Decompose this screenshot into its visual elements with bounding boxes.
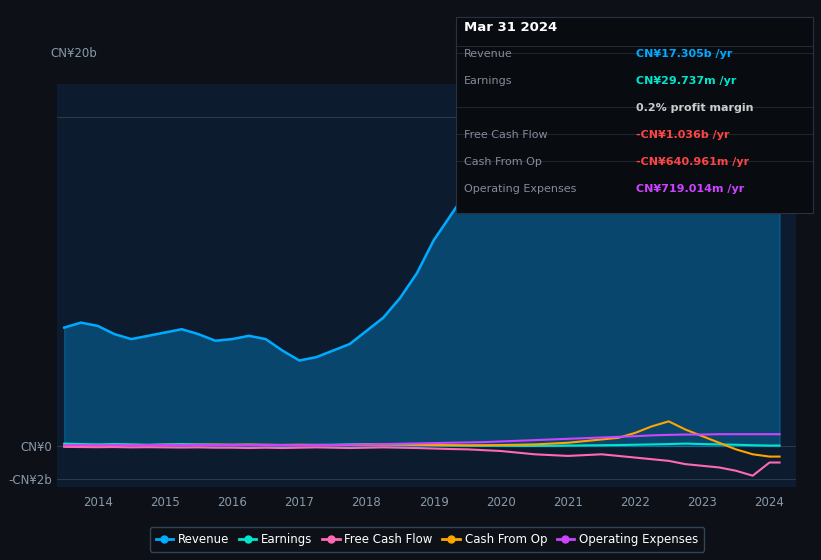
Text: -CN¥640.961m /yr: -CN¥640.961m /yr bbox=[636, 157, 750, 167]
Text: CN¥17.305b /yr: CN¥17.305b /yr bbox=[636, 49, 732, 59]
Text: CN¥29.737m /yr: CN¥29.737m /yr bbox=[636, 76, 736, 86]
Text: 0.2% profit margin: 0.2% profit margin bbox=[636, 103, 754, 113]
Text: Earnings: Earnings bbox=[464, 76, 512, 86]
Text: -CN¥1.036b /yr: -CN¥1.036b /yr bbox=[636, 130, 730, 140]
Text: Revenue: Revenue bbox=[464, 49, 512, 59]
Text: Cash From Op: Cash From Op bbox=[464, 157, 542, 167]
Legend: Revenue, Earnings, Free Cash Flow, Cash From Op, Operating Expenses: Revenue, Earnings, Free Cash Flow, Cash … bbox=[149, 527, 704, 552]
Text: Mar 31 2024: Mar 31 2024 bbox=[464, 21, 557, 34]
Text: CN¥20b: CN¥20b bbox=[50, 47, 97, 60]
Text: CN¥719.014m /yr: CN¥719.014m /yr bbox=[636, 184, 745, 194]
Text: Operating Expenses: Operating Expenses bbox=[464, 184, 576, 194]
Text: Free Cash Flow: Free Cash Flow bbox=[464, 130, 548, 140]
